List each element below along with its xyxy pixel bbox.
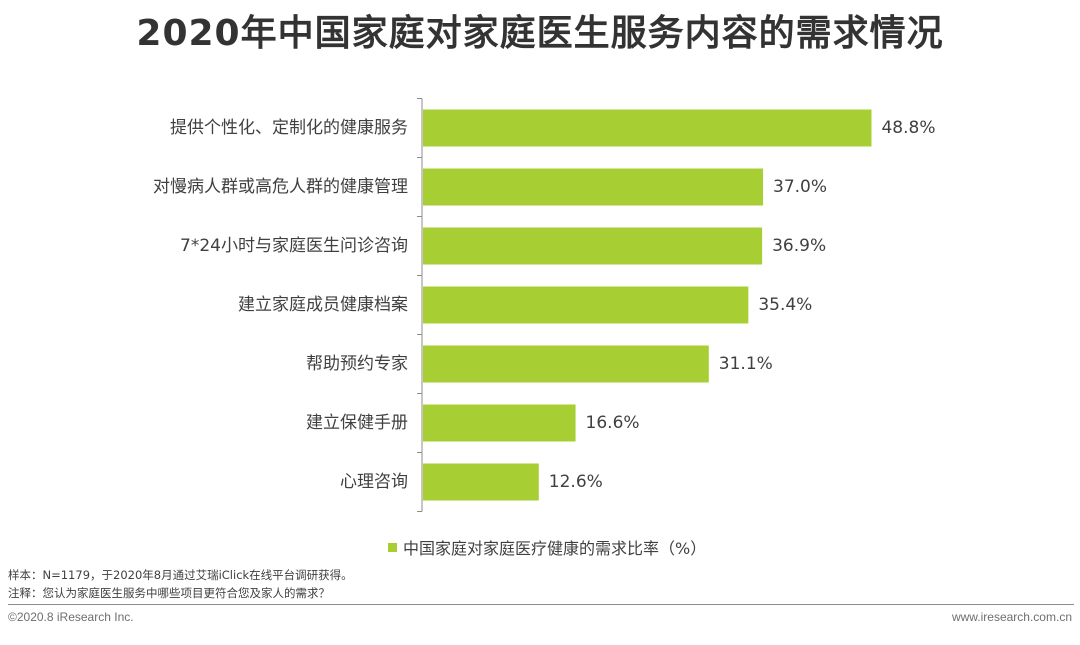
category-label: 对慢病人群或高危人群的健康管理 <box>153 176 408 197</box>
chart-title: 2020年中国家庭对家庭医生服务内容的需求情况 <box>136 13 944 54</box>
value-label: 16.6% <box>586 413 640 433</box>
bar <box>423 345 709 383</box>
category-label: 提供个性化、定制化的健康服务 <box>170 118 408 138</box>
category-label: 建立家庭成员健康档案 <box>238 295 408 315</box>
bar <box>423 463 539 501</box>
legend-swatch <box>388 542 397 552</box>
question-note: 注释：您认为家庭医生服务中哪些项目更符合您及家人的需求？ <box>8 586 330 600</box>
bar <box>423 404 576 442</box>
category-label: 建立保健手册 <box>306 413 408 433</box>
value-label: 37.0% <box>773 177 827 197</box>
bars-layer: 提供个性化、定制化的健康服务 48.8% 对慢病人群或高危人群的健康管理 37.0% 7… <box>153 98 935 512</box>
bar <box>423 109 872 147</box>
category-label: 心理咨询 <box>340 472 408 492</box>
value-label: 12.6% <box>549 472 603 492</box>
category-label: 7*24小时与家庭医生问诊咨询 <box>180 236 408 256</box>
sample-note: 样本：N=1179，于2020年8月通过艾瑞iClick在线平台调研获得。 <box>8 568 353 582</box>
legend-label: 中国家庭对家庭医疗健康的需求比率（%） <box>403 539 707 558</box>
legend: 中国家庭对家庭医疗健康的需求比率（%） <box>388 535 706 559</box>
value-label: 31.1% <box>719 354 773 374</box>
copyright-text: ©2020.8 iResearch Inc. <box>8 610 134 624</box>
bar <box>423 168 764 206</box>
website-text: www.iresearch.com.cn <box>951 610 1072 624</box>
bar <box>423 286 749 324</box>
value-label: 36.9% <box>772 236 826 256</box>
value-label: 35.4% <box>758 295 812 315</box>
category-label: 帮助预约专家 <box>306 354 408 374</box>
bar <box>423 227 763 265</box>
footer-divider <box>8 604 1074 605</box>
bar-chart: 提供个性化、定制化的健康服务 48.8% 对慢病人群或高危人群的健康管理 37.0% 7… <box>153 98 935 512</box>
value-label: 48.8% <box>881 118 935 138</box>
